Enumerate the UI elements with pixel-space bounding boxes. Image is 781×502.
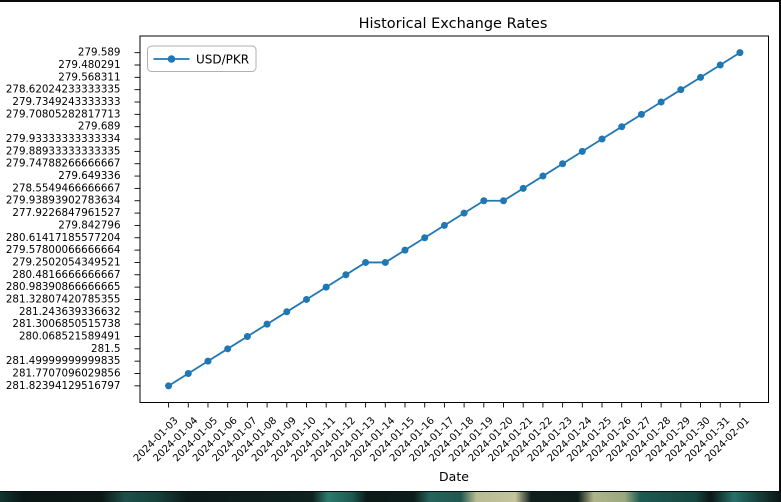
y-tick-label: 281.3006850515738 [12, 318, 120, 330]
y-tick-label: 280.61417185577204 [6, 232, 121, 244]
data-point [165, 382, 173, 390]
data-point [539, 172, 547, 180]
y-tick-label: 280.4816666666667 [12, 269, 120, 281]
legend: USD/PKR [147, 45, 257, 72]
y-tick-label: 279.480291 [58, 59, 120, 71]
data-point [381, 258, 389, 266]
data-point [657, 98, 665, 106]
data-point [283, 308, 291, 316]
data-point [440, 221, 448, 229]
x-axis-ticks: 2024-01-032024-01-042024-01-052024-01-06… [132, 402, 752, 464]
y-tick-label: 279.57800066666664 [6, 244, 121, 256]
legend-marker-icon [167, 55, 176, 63]
y-tick-label: 281.32807420785355 [6, 293, 121, 305]
data-point [204, 357, 212, 365]
data-point [401, 246, 409, 254]
y-tick-label: 279.649336 [58, 170, 120, 182]
data-point [716, 61, 724, 69]
window-right-border [779, 0, 781, 502]
y-tick-label: 281.82394129516797 [6, 380, 121, 392]
y-tick-label: 281.5 [91, 343, 120, 355]
data-point [263, 320, 271, 328]
y-tick-label: 280.98390866666665 [6, 281, 121, 293]
y-tick-label: 279.689 [78, 121, 121, 133]
data-point [480, 197, 488, 205]
y-tick-label: 279.74788266666667 [6, 158, 121, 170]
data-point [578, 147, 586, 155]
y-tick-label: 281.7707096029856 [12, 368, 120, 380]
y-tick-label: 279.93333333333334 [6, 133, 121, 145]
data-point [559, 160, 567, 168]
y-tick-label: 279.93893902783634 [6, 195, 121, 207]
data-point [302, 295, 310, 303]
y-tick-label: 277.9226847961527 [12, 207, 120, 219]
data-point [500, 197, 508, 205]
y-tick-label: 278.62024233333335 [6, 84, 121, 96]
y-tick-label: 278.5549466666667 [12, 182, 120, 194]
data-point [697, 73, 705, 81]
data-point [460, 209, 468, 217]
legend-label: USD/PKR [196, 53, 249, 67]
data-point [224, 345, 232, 353]
data-point [362, 258, 370, 266]
data-point [322, 283, 330, 291]
data-point [598, 135, 606, 143]
chart-title: Historical Exchange Rates [359, 16, 548, 32]
legend-box [147, 45, 257, 72]
data-point [618, 123, 626, 131]
y-tick-label: 280.068521589491 [19, 330, 121, 342]
y-tick-label: 279.2502054349521 [12, 256, 120, 268]
data-point [342, 271, 350, 279]
y-tick-label: 281.243639336632 [19, 306, 121, 318]
data-point [243, 332, 251, 340]
desktop-background-strip [0, 491, 781, 502]
data-point [421, 234, 429, 242]
y-axis-ticks: 281.82394129516797281.7707096029856281.4… [6, 47, 140, 392]
y-tick-label: 279.7349243333333 [12, 96, 120, 108]
y-tick-label: 279.842796 [58, 219, 120, 231]
data-point [184, 370, 192, 378]
x-axis-label: Date [439, 469, 469, 484]
y-tick-label: 279.70805282817713 [6, 108, 121, 120]
y-tick-label: 279.568311 [58, 71, 120, 83]
y-tick-label: 279.589 [78, 47, 121, 59]
window-top-border [0, 0, 781, 2]
data-point [637, 110, 645, 118]
data-point [736, 49, 744, 57]
data-point [519, 184, 527, 192]
y-tick-label: 281.49999999999835 [6, 355, 121, 367]
data-point [677, 86, 685, 94]
y-tick-label: 279.88933333333335 [6, 145, 121, 157]
trend-line [168, 51, 741, 387]
usd-pkr-series [165, 49, 744, 390]
